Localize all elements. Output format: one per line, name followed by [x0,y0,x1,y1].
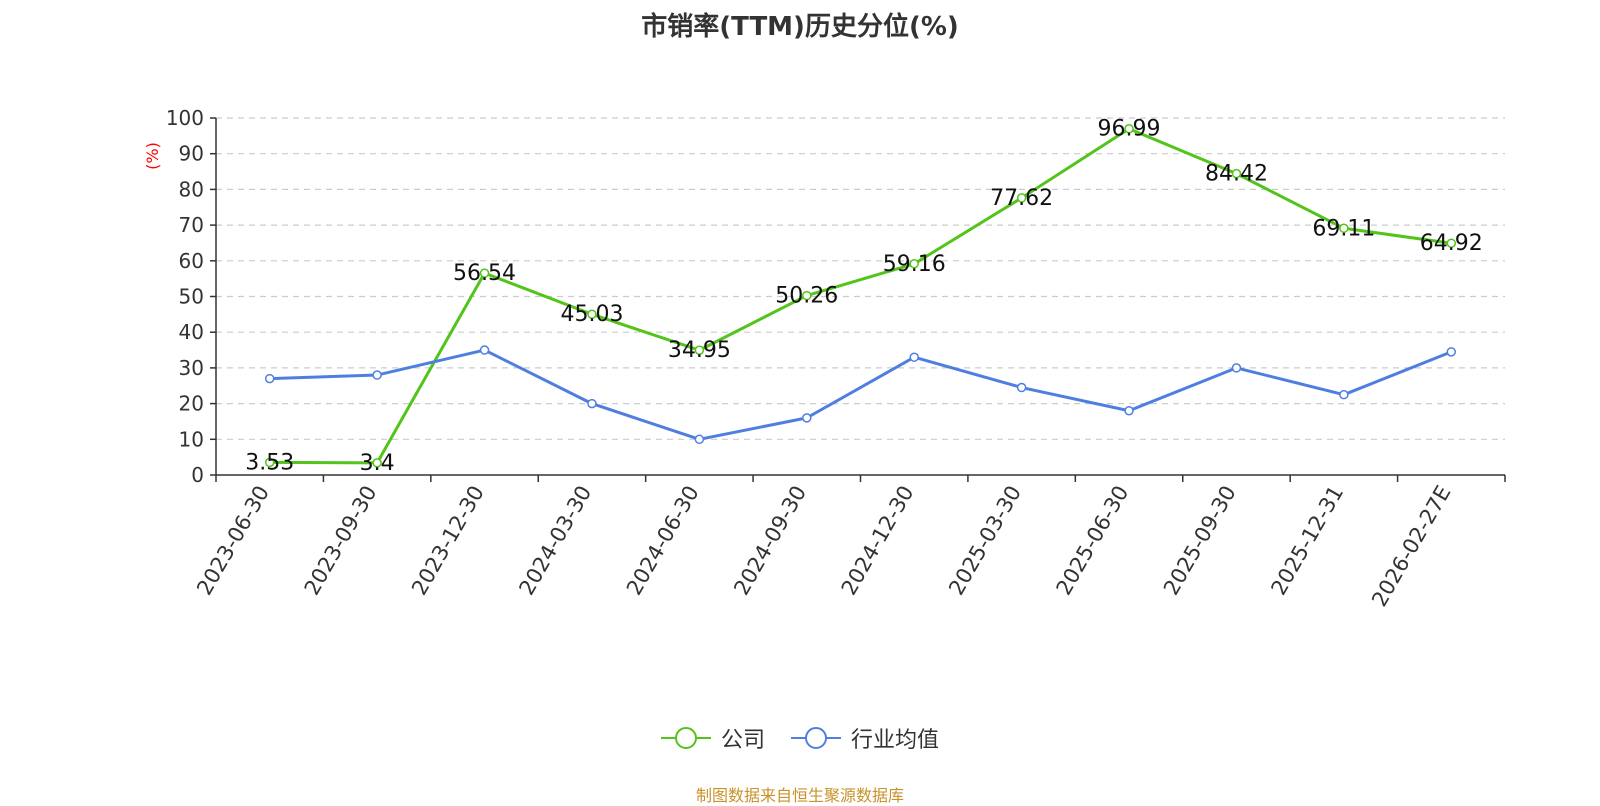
data-label-company: 50.26 [775,284,838,309]
x-tick-label: 2024-06-30 [622,482,704,600]
data-point-company[interactable] [802,290,812,301]
data-point-industry-average[interactable] [372,370,382,380]
x-tick-label: 2025-12-31 [1266,482,1348,600]
series-line-industry-average [269,348,1452,441]
data-point-industry-average[interactable] [694,434,705,445]
data-point-company[interactable] [1231,168,1242,179]
data-point-company[interactable] [479,268,490,278]
y-tick-label: 20 [179,392,204,416]
data-point-industry-average[interactable] [587,398,597,409]
legend-item-industry-average[interactable]: 行业均值 [791,722,939,754]
data-point-industry-average[interactable] [1016,382,1027,393]
x-tick-label: 2024-09-30 [729,482,811,600]
data-label-company: 34.95 [668,338,731,363]
legend-label-company: 公司 [720,728,765,753]
x-tick-label: 2023-12-30 [407,481,489,599]
data-label-company: 3.53 [245,450,294,475]
x-tick-label: 2024-12-30 [837,481,919,599]
series-line-company [269,127,1452,465]
data-label-company: 96.99 [1098,117,1161,142]
y-tick-label: 0 [191,463,204,487]
data-label-company: 45.03 [560,302,623,327]
data-point-industry-average[interactable] [479,345,490,355]
data-point-industry-average[interactable] [802,413,812,423]
data-point-company[interactable] [587,309,597,319]
data-point-industry-average[interactable] [909,352,919,362]
data-point-company[interactable] [372,458,382,468]
y-tick-label: 60 [179,249,204,273]
data-point-industry-average[interactable] [1339,389,1349,400]
legend-label-industry-average: 行业均值 [851,728,940,753]
x-tick-label: 2025-09-30 [1159,482,1241,600]
legend: 公司 行业均值 [0,722,1600,754]
chart-title: 市销率(TTM)历史分位(%) [641,12,959,42]
x-tick-label: 2026-02-27E [1367,482,1455,611]
data-point-company[interactable] [1016,193,1027,203]
data-labels: 3.53 3.4 56.54 45.03 34.95 50.26 59.16 77.62 96.… [245,117,1483,476]
data-label-company: 69.11 [1312,216,1375,241]
legend-swatch-industry-average [791,727,841,749]
y-tick-label: 30 [179,356,204,380]
data-point-company[interactable] [694,345,705,355]
data-label-company: 77.62 [990,186,1053,211]
x-tick-label: 2023-06-30 [192,482,274,600]
data-label-company: 3.4 [360,451,395,476]
x-tick-label: 2023-09-30 [300,482,382,600]
y-axis-label: (%) [143,142,162,170]
y-tick-label: 100 [166,106,204,130]
x-tick-label: 2024-03-30 [514,482,596,600]
y-tick-label: 80 [179,177,204,201]
data-point-industry-average[interactable] [1231,363,1242,373]
data-point-company[interactable] [909,259,919,269]
y-tick-label: 90 [179,142,204,166]
axes: 0 10 20 30 40 50 60 70 80 90 100 2023-06-30 2023-09-… [166,106,1506,611]
y-tick-label: 10 [179,427,204,451]
legend-item-company[interactable]: 公司 [660,722,765,754]
series-lines [264,123,1457,468]
data-point-industry-average[interactable] [1124,405,1134,416]
data-point-company[interactable] [1124,123,1134,134]
legend-swatch-company [660,727,711,749]
y-tick-label: 50 [179,285,204,309]
data-point-company[interactable] [264,457,275,468]
data-point-company[interactable] [1446,238,1457,248]
source-note: 制图数据来自恒生聚源数据库 [695,786,904,805]
data-point-company[interactable] [1339,223,1349,234]
x-tick-label: 2025-03-30 [944,482,1026,600]
data-label-company: 84.42 [1205,162,1268,187]
data-point-industry-average[interactable] [1446,347,1457,357]
data-label-company: 56.54 [453,261,516,286]
y-tick-label: 40 [179,320,204,344]
y-tick-label: 70 [179,213,204,237]
data-point-industry-average[interactable] [264,373,275,384]
x-tick-label: 2025-06-30 [1052,482,1134,600]
data-label-company: 64.92 [1420,231,1483,256]
data-label-company: 59.16 [883,252,946,277]
